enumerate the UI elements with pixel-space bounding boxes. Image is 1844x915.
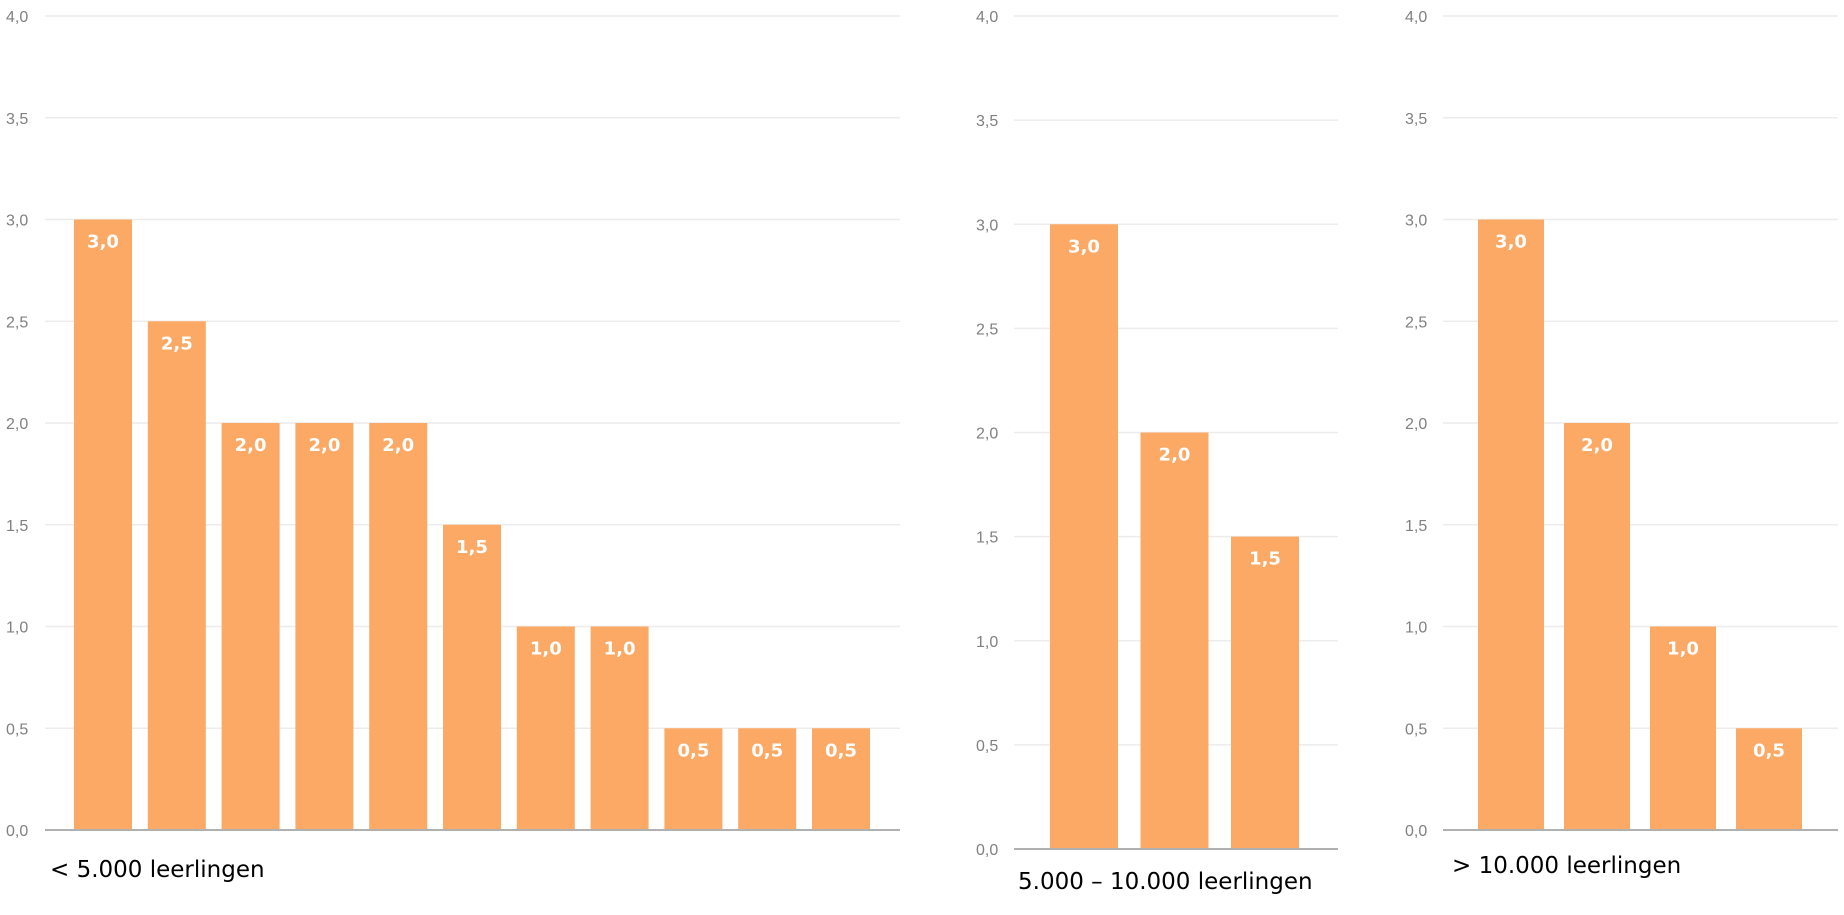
bar [147,321,206,830]
y-tick-label: 2,0 [976,426,998,443]
data-label: 0,5 [751,740,783,761]
y-tick-label: 1,5 [976,530,998,547]
data-label: 0,5 [677,740,709,761]
chart-caption: 5.000 – 10.000 leerlingen [1018,869,1313,895]
bar [590,626,649,830]
bar [1231,536,1299,849]
bar [1564,423,1630,830]
bar [1140,432,1209,849]
y-tick-label: 0,5 [976,738,998,755]
y-tick-label: 2,5 [976,321,998,338]
y-tick-label: 3,0 [1405,213,1427,230]
data-label: 2,0 [1581,435,1613,456]
y-tick-label: 2,5 [6,314,28,331]
y-tick-label: 4,0 [6,9,28,26]
y-tick-label: 1,0 [6,620,28,637]
data-label: 2,0 [308,435,340,456]
bar [812,728,870,830]
y-tick-label: 2,0 [1405,416,1427,433]
bar [295,423,354,830]
y-tick-label: 4,0 [976,9,998,26]
data-label: 3,0 [1495,232,1527,253]
data-label: 1,5 [1249,549,1281,570]
y-tick-label: 0,0 [1405,823,1427,840]
y-tick-label: 3,5 [976,113,998,130]
data-label: 2,5 [161,333,193,354]
bar [516,626,575,830]
bar [369,423,428,830]
data-label: 1,0 [604,639,636,660]
chart-caption: > 10.000 leerlingen [1452,853,1681,879]
y-tick-label: 3,5 [1405,111,1427,128]
data-label: 3,0 [1068,236,1100,257]
y-tick-label: 2,5 [1405,314,1427,331]
data-label: 2,0 [235,435,267,456]
bar [664,728,723,830]
y-tick-label: 1,5 [6,518,28,535]
y-tick-label: 0,0 [976,842,998,859]
chart-caption: < 5.000 leerlingen [50,857,265,883]
y-tick-label: 0,0 [6,823,28,840]
y-tick-label: 4,0 [1405,9,1427,26]
y-tick-label: 0,5 [6,721,28,738]
bar [221,423,280,830]
data-label: 3,0 [87,232,119,253]
y-tick-label: 2,0 [6,416,28,433]
data-label: 2,0 [382,435,414,456]
data-label: 1,5 [456,537,488,558]
data-label: 2,0 [1159,445,1191,466]
data-label: 1,0 [1667,639,1699,660]
bar [1478,219,1544,830]
data-label: 0,5 [1753,740,1785,761]
bar [738,728,797,830]
bar [1650,626,1716,830]
y-tick-label: 1,5 [1405,518,1427,535]
data-label: 0,5 [825,740,857,761]
bar [1050,224,1118,849]
y-tick-label: 3,0 [6,213,28,230]
bar [1736,728,1802,830]
y-tick-label: 0,5 [1405,721,1427,738]
y-tick-label: 3,0 [976,217,998,234]
y-tick-label: 1,0 [1405,620,1427,637]
bar [74,219,132,830]
data-label: 1,0 [530,639,562,660]
bar [443,524,501,830]
y-tick-label: 1,0 [976,634,998,651]
y-tick-label: 3,5 [6,111,28,128]
